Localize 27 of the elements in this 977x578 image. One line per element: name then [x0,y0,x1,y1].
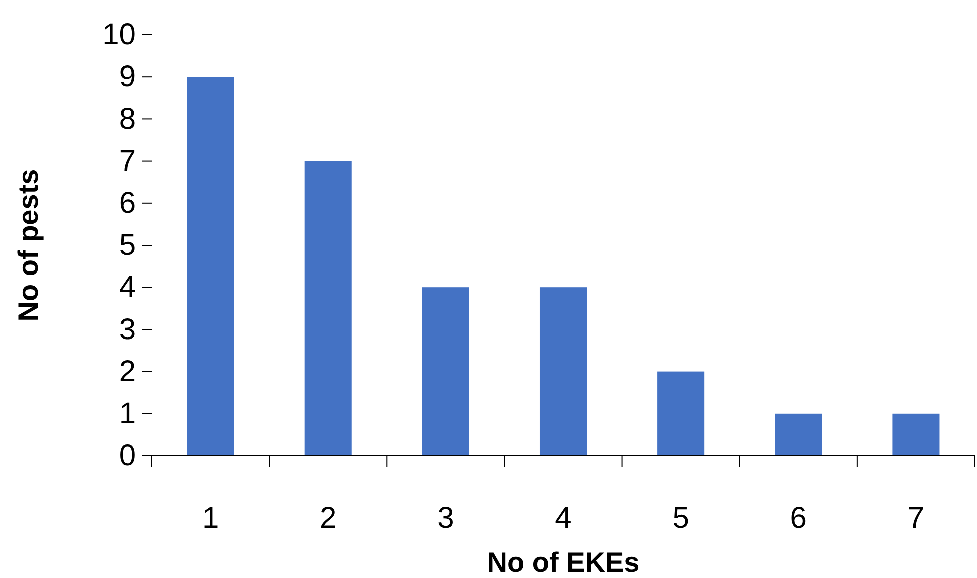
y-tick-label: 10 [102,18,136,52]
y-tick-label: 2 [119,355,136,388]
y-tick-label: 5 [119,229,136,262]
y-axis-title: No of pests [13,169,44,322]
y-tick-label: 8 [119,102,136,136]
x-tick-label: 2 [320,502,337,535]
y-tick-label: 7 [119,144,136,178]
x-tick-label: 7 [908,502,925,535]
x-tick-label: 4 [555,502,572,535]
bar [892,414,940,456]
bar [658,372,705,456]
y-tick-label: 1 [119,398,136,430]
x-tick-label: 1 [202,502,220,535]
bar [304,161,352,456]
x-tick-label: 6 [790,502,807,535]
x-tick-label: 3 [438,502,454,535]
y-tick-label: 3 [119,313,136,346]
y-tick-label: 6 [119,187,136,220]
x-axis-title: No of EKEs [487,547,640,578]
y-tick-label: 4 [119,271,136,304]
y-tick-label: 0 [119,440,136,473]
y-tick-label: 9 [119,60,136,94]
x-tick-label: 5 [672,502,690,535]
bar [187,77,234,456]
bar [540,288,588,456]
bar [775,414,822,456]
bar [422,288,470,456]
